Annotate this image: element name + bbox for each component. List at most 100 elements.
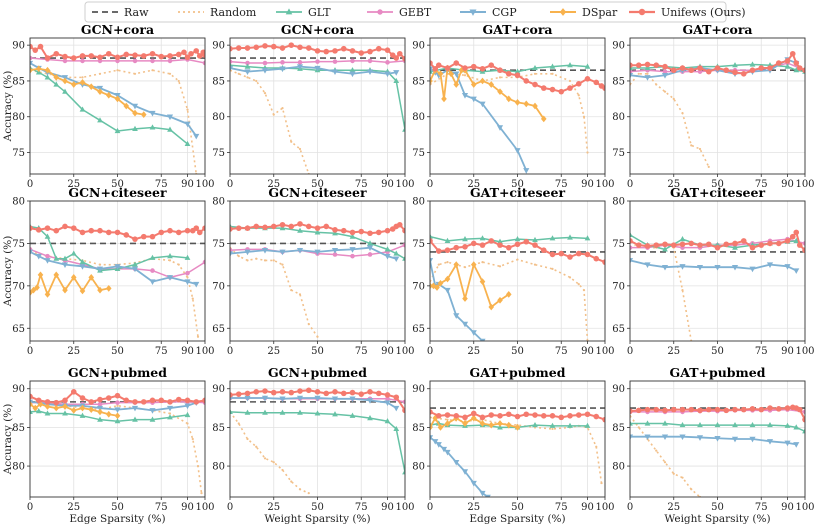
point-unifews (630, 408, 633, 414)
plot-area (430, 407, 605, 497)
point-unifews (723, 67, 730, 74)
point-glt (444, 237, 451, 243)
point-random (707, 165, 710, 168)
series-line-glt (430, 64, 588, 73)
point-glt (767, 421, 773, 428)
point-unifews (297, 388, 303, 394)
point-dspar (30, 286, 37, 294)
point-unifews (740, 70, 747, 77)
point-unifews (532, 81, 538, 88)
plot-area (30, 223, 205, 338)
point-unifews (123, 232, 130, 238)
point-unifews (670, 406, 677, 413)
point-unifews (688, 240, 695, 247)
point-cgp (784, 264, 791, 270)
point-glt (244, 63, 251, 69)
point-dspar (88, 83, 95, 91)
y-tick-label: 90 (212, 384, 225, 395)
series-line-random (230, 69, 310, 174)
x-axis-label: Weight Sparsity (%) (664, 513, 770, 525)
panel-title: GAT+cora (682, 22, 752, 37)
point-gebt (45, 253, 50, 259)
point-glt (567, 234, 573, 240)
point-unifews (402, 55, 405, 62)
x-axis-label: Weight Sparsity (%) (264, 513, 370, 525)
point-dspar (497, 420, 503, 427)
point-glt (630, 420, 633, 426)
point-glt (514, 236, 521, 242)
point-gebt (150, 58, 155, 64)
point-unifews (740, 406, 747, 413)
point-glt (184, 254, 191, 260)
point-glt (35, 408, 42, 414)
point-cgp (30, 249, 34, 256)
point-unifews (230, 226, 233, 232)
point-glt (44, 74, 51, 80)
x-tick-label: 50 (111, 502, 124, 513)
x-tick-label: 100 (195, 502, 214, 513)
y-axis-label: Accuracy (%) (2, 404, 14, 476)
point-unifews (697, 65, 703, 71)
point-unifews (230, 45, 233, 52)
point-glt (367, 415, 373, 421)
point-random (655, 449, 658, 452)
point-unifews (662, 241, 668, 248)
point-random (586, 151, 589, 154)
point-glt (697, 421, 703, 428)
point-unifews (396, 221, 403, 228)
point-glt (393, 425, 400, 432)
x-tick-label: 25 (67, 502, 80, 513)
point-dspar (497, 296, 503, 304)
panel-title: GCN+cora (81, 22, 154, 37)
point-unifews (523, 78, 530, 84)
point-random (463, 266, 467, 269)
y-tick-label: 75 (12, 239, 25, 250)
point-unifews (270, 43, 277, 50)
y-tick-label: 80 (412, 462, 425, 473)
point-random (116, 404, 119, 407)
point-unifews (140, 53, 147, 59)
point-unifews (514, 241, 521, 248)
point-dspar (44, 290, 51, 298)
point-unifews (132, 399, 138, 405)
point-dspar (523, 100, 530, 108)
point-glt (567, 422, 573, 428)
point-dspar (30, 400, 33, 408)
point-cgp (279, 249, 286, 256)
point-gebt (80, 58, 85, 64)
point-gebt (402, 242, 405, 248)
point-random (298, 293, 302, 296)
point-dspar (114, 95, 121, 103)
y-axis-label: Accuracy (%) (2, 71, 14, 143)
point-unifews (784, 58, 791, 64)
point-cgp (184, 279, 191, 285)
point-glt (132, 416, 138, 422)
point-unifews (714, 65, 721, 71)
point-cgp (166, 114, 174, 121)
point-dspar (105, 91, 112, 99)
point-dspar (430, 282, 437, 290)
x-tick-label: 75 (755, 179, 768, 190)
point-dspar (488, 81, 495, 88)
point-unifews (444, 412, 451, 418)
point-unifews (340, 227, 347, 234)
point-glt (349, 412, 356, 418)
point-random (168, 72, 172, 75)
x-tick-label: 50 (511, 179, 524, 190)
x-tick-label: 75 (355, 179, 368, 190)
y-tick-label: 85 (412, 76, 425, 87)
point-unifews (444, 247, 451, 254)
point-cgp (131, 266, 139, 273)
point-unifews (235, 391, 242, 397)
point-random (168, 259, 172, 262)
legend-marker-gebt (377, 9, 383, 15)
point-unifews (62, 53, 68, 60)
plot-area (430, 233, 605, 341)
point-dspar (479, 278, 486, 285)
point-unifews (114, 54, 121, 61)
point-unifews (523, 411, 530, 418)
point-glt (367, 240, 373, 246)
point-unifews (30, 43, 33, 50)
